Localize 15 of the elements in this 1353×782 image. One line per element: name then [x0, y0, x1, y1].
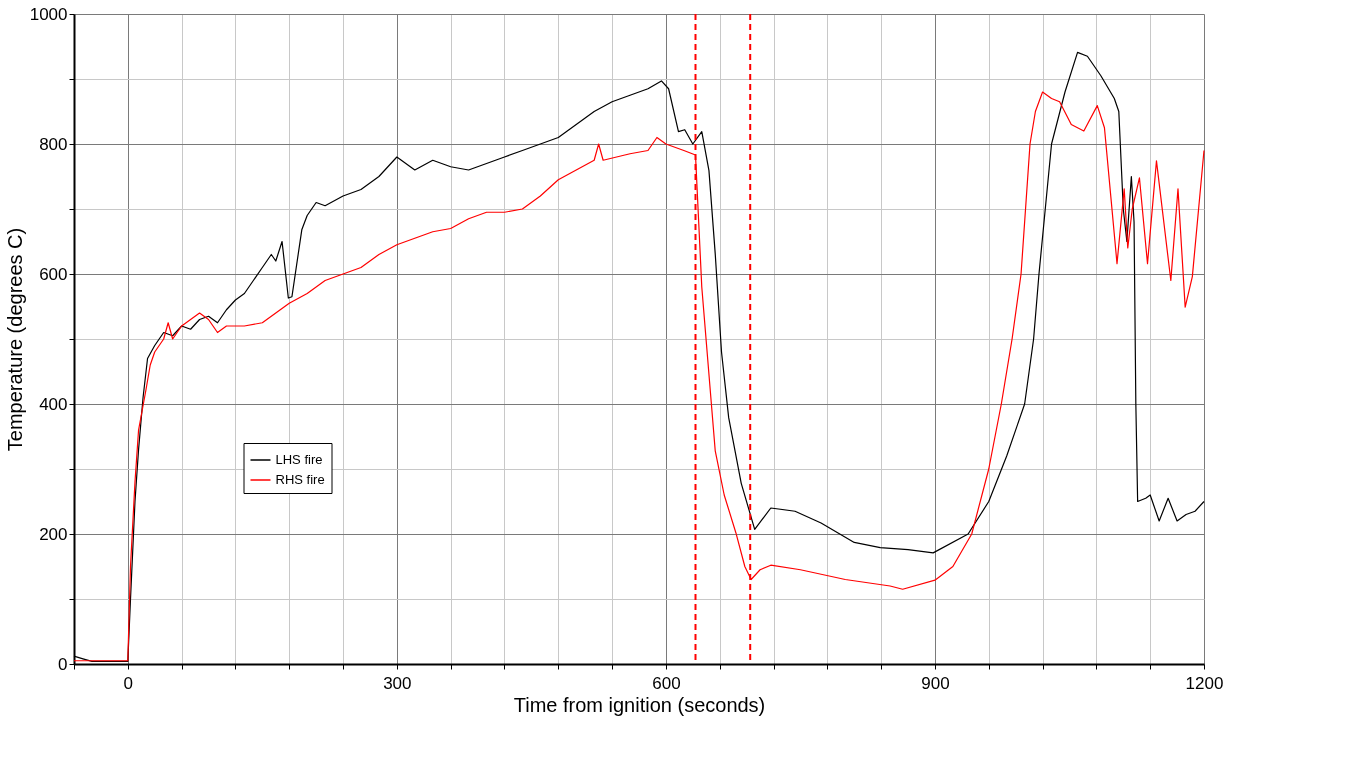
y-tick-label: 1000 [29, 4, 68, 24]
y-tick-label: 600 [39, 264, 68, 284]
y-tick-label: 200 [39, 524, 68, 544]
y-tick-label: 400 [39, 394, 68, 414]
x-tick-label: 1200 [1185, 673, 1224, 693]
x-axis-title: Time from ignition (seconds) [513, 693, 766, 716]
y-axis-title: Temperature (degrees C) [3, 227, 26, 452]
y-tick-label: 0 [58, 654, 68, 674]
x-tick-label: 0 [123, 673, 134, 693]
legend-label: RHS fire [275, 472, 325, 487]
x-tick-label: 900 [921, 673, 950, 693]
y-tick-label: 800 [39, 134, 68, 154]
x-tick-label: 300 [383, 673, 412, 693]
x-tick-label: 600 [652, 673, 681, 693]
legend-label: LHS fire [275, 452, 323, 467]
